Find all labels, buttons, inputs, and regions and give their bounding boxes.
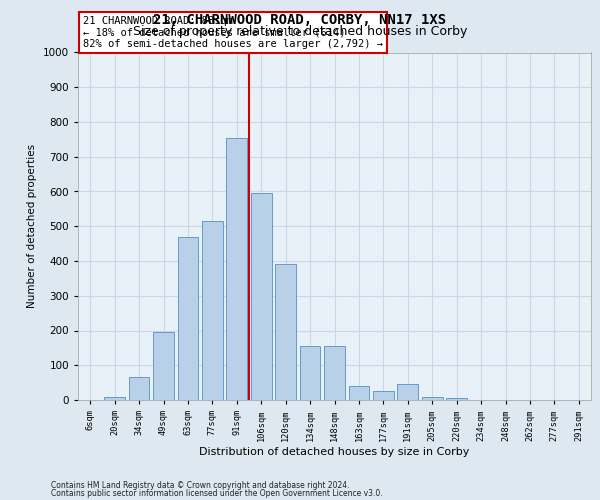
Bar: [446, 398, 467, 400]
Bar: [202, 221, 223, 400]
Text: Size of property relative to detached houses in Corby: Size of property relative to detached ho…: [133, 25, 467, 38]
Bar: [178, 236, 199, 400]
Bar: [128, 378, 149, 400]
Text: 21, CHARNWOOD ROAD, CORBY, NN17 1XS: 21, CHARNWOOD ROAD, CORBY, NN17 1XS: [154, 12, 446, 26]
Bar: [226, 138, 247, 400]
Text: Contains HM Land Registry data © Crown copyright and database right 2024.: Contains HM Land Registry data © Crown c…: [51, 481, 349, 490]
Bar: [373, 392, 394, 400]
Bar: [422, 397, 443, 400]
Text: 21 CHARNWOOD ROAD: 88sqm
← 18% of detached houses are smaller (614)
82% of semi-: 21 CHARNWOOD ROAD: 88sqm ← 18% of detach…: [83, 16, 383, 49]
Bar: [153, 332, 174, 400]
X-axis label: Distribution of detached houses by size in Corby: Distribution of detached houses by size …: [199, 448, 470, 458]
Bar: [275, 264, 296, 400]
Y-axis label: Number of detached properties: Number of detached properties: [27, 144, 37, 308]
Bar: [104, 396, 125, 400]
Bar: [251, 193, 272, 400]
Bar: [324, 346, 345, 400]
Bar: [299, 346, 320, 400]
Text: Contains public sector information licensed under the Open Government Licence v3: Contains public sector information licen…: [51, 488, 383, 498]
Bar: [349, 386, 370, 400]
Bar: [397, 384, 418, 400]
